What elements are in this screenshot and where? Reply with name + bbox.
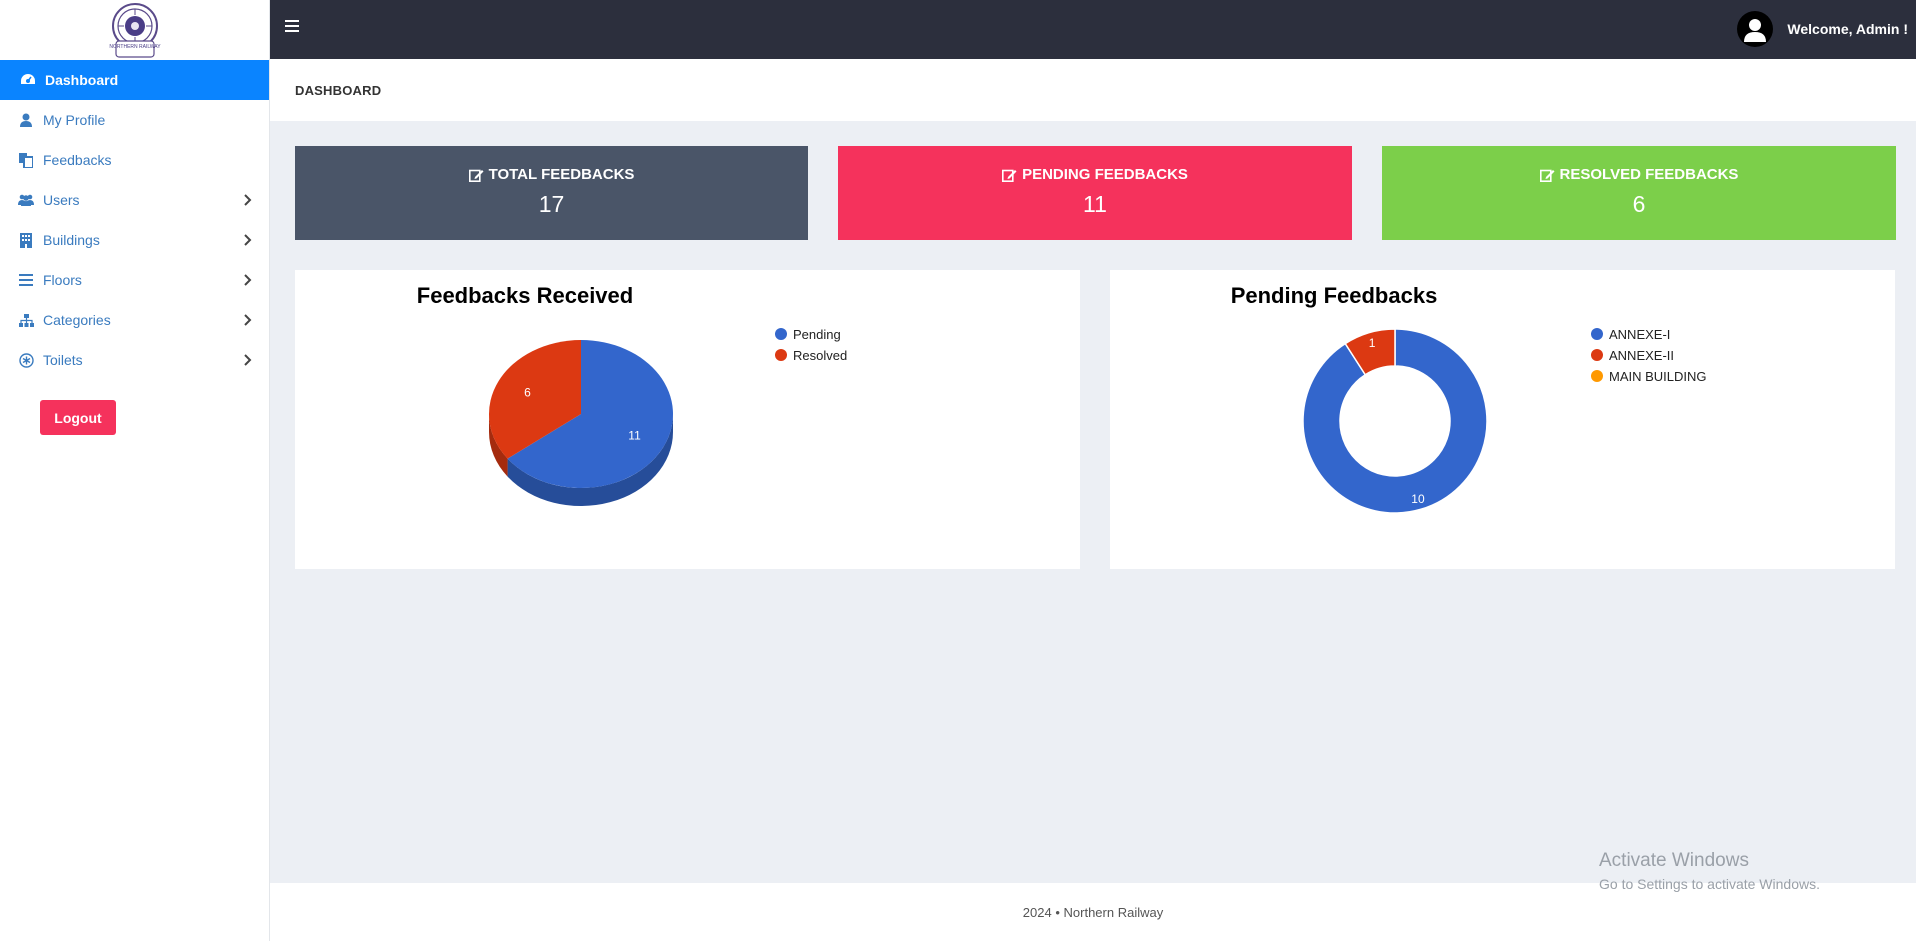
- pending-feedbacks-card[interactable]: PENDING FEEDBACKS 11: [838, 146, 1352, 240]
- sidebar-item-toilets[interactable]: Toilets: [0, 340, 269, 380]
- sidebar-item-feedbacks[interactable]: Feedbacks: [0, 140, 269, 180]
- users-icon: [18, 192, 34, 208]
- sidebar-item-categories[interactable]: Categories: [0, 300, 269, 340]
- pie-slice-resolved[interactable]: [489, 340, 581, 459]
- footer-text: 2024 • Northern Railway: [270, 905, 1916, 920]
- logo[interactable]: NORTHERN RAILWAY: [0, 0, 269, 60]
- edit-icon: [1539, 169, 1555, 182]
- sidebar-item-label: Buildings: [43, 232, 100, 248]
- donut-slice-label-annexe-ii: 1: [1369, 336, 1376, 350]
- chevron-right-icon: [244, 234, 252, 246]
- donut-slice-annexe-ii[interactable]: [1344, 328, 1396, 376]
- pie-side-resolved[interactable]: [489, 414, 508, 477]
- legend-marker-main-building: [1591, 370, 1603, 382]
- sidebar-item-label: Toilets: [43, 352, 83, 368]
- card-value: 17: [538, 191, 565, 217]
- asterisk-icon: [18, 352, 34, 368]
- user-icon: [18, 112, 34, 128]
- sidebar-item-buildings[interactable]: Buildings: [0, 220, 269, 260]
- page-title: DASHBOARD: [295, 83, 382, 98]
- pie-slice-label-pending: 11: [628, 428, 641, 442]
- windows-activation-watermark: Activate Windows Go to Settings to activ…: [1599, 850, 1820, 892]
- watermark-line1: Activate Windows: [1599, 850, 1749, 871]
- sidebar-item-dashboard[interactable]: Dashboard: [0, 60, 269, 100]
- welcome-text: Welcome, Admin !: [1787, 21, 1908, 37]
- sidebar-item-my-profile[interactable]: My Profile: [0, 100, 269, 140]
- pie-slice-label-resolved: 6: [524, 386, 531, 400]
- chart-title: Pending Feedbacks: [1231, 283, 1438, 308]
- card-label: RESOLVED FEEDBACKS: [1559, 166, 1739, 183]
- watermark-line2: Go to Settings to activate Windows.: [1599, 876, 1820, 892]
- feedbacks-received-panel: Feedbacks Received 11 6 Pending Resolved: [295, 270, 1080, 569]
- user-menu[interactable]: Welcome, Admin !: [1737, 11, 1908, 47]
- chevron-right-icon: [244, 194, 252, 206]
- footer-org: Northern Railway: [1063, 905, 1164, 920]
- feedbacks-received-chart: Feedbacks Received 11 6 Pending Resolved: [417, 283, 847, 506]
- edit-icon: [1002, 169, 1017, 182]
- sidebar-item-users[interactable]: Users: [0, 180, 269, 220]
- building-icon: [18, 232, 34, 248]
- avatar[interactable]: [1737, 11, 1774, 47]
- hamburger-menu-icon[interactable]: [285, 20, 299, 32]
- legend-marker-resolved: [775, 349, 787, 361]
- resolved-feedbacks-card[interactable]: RESOLVED FEEDBACKS 6: [1382, 146, 1896, 240]
- sidebar: NORTHERN RAILWAY Dashboard My Profile Fe…: [0, 0, 270, 941]
- donut-slice-annexe-i[interactable]: [1302, 328, 1488, 514]
- sidebar-item-label: My Profile: [43, 112, 106, 128]
- legend-label-resolved: Resolved: [793, 348, 847, 363]
- legend-marker-pending: [775, 328, 787, 340]
- legend-label-pending: Pending: [793, 327, 841, 342]
- top-header: Welcome, Admin !: [270, 0, 1916, 59]
- donut-slice-label-annexe-i: 10: [1411, 492, 1425, 506]
- legend-marker-annexe-i: [1591, 328, 1603, 340]
- bars-icon: [18, 272, 34, 288]
- logout-button[interactable]: Logout: [40, 400, 116, 435]
- legend-label-main-building: MAIN BUILDING: [1609, 369, 1707, 384]
- pie-side-pending[interactable]: [507, 414, 673, 506]
- footer-separator: •: [1055, 905, 1060, 920]
- legend-label-annexe-i: ANNEXE-I: [1609, 327, 1670, 342]
- pending-feedbacks-panel: Pending Feedbacks 10 1 ANNEXE-I ANNEXE-II MAI…: [1110, 270, 1895, 569]
- footer: 2024 • Northern Railway: [270, 883, 1916, 941]
- page-title-bar: DASHBOARD: [270, 59, 1916, 121]
- chevron-right-icon: [244, 314, 252, 326]
- sidebar-item-label: Users: [43, 192, 80, 208]
- chevron-right-icon: [244, 274, 252, 286]
- copy-icon: [18, 152, 34, 168]
- legend-label-annexe-ii: ANNEXE-II: [1609, 348, 1674, 363]
- sitemap-icon: [18, 312, 34, 328]
- footer-year: 2024: [1022, 905, 1052, 920]
- edit-icon: [468, 169, 484, 182]
- pending-feedbacks-chart: Pending Feedbacks 10 1 ANNEXE-I ANNEXE-II MAI…: [1231, 283, 1707, 514]
- total-feedbacks-card[interactable]: TOTAL FEEDBACKS 17: [295, 146, 808, 240]
- dashboard-icon: [20, 72, 36, 88]
- chart-title: Feedbacks Received: [417, 283, 633, 308]
- sidebar-item-label: Dashboard: [45, 72, 119, 88]
- sidebar-item-floors[interactable]: Floors: [0, 260, 269, 300]
- card-value: 6: [1632, 191, 1646, 217]
- logo-text-line1: NORTHERN RAILWAY: [109, 44, 161, 50]
- legend-marker-annexe-ii: [1591, 349, 1603, 361]
- sidebar-item-label: Categories: [43, 312, 111, 328]
- sidebar-item-label: Feedbacks: [43, 152, 112, 168]
- sidebar-item-label: Floors: [43, 272, 82, 288]
- card-value: 11: [1083, 191, 1107, 217]
- chevron-right-icon: [244, 354, 252, 366]
- card-label: PENDING FEEDBACKS: [1022, 166, 1188, 183]
- pie-slice-pending[interactable]: [507, 340, 673, 488]
- card-label: TOTAL FEEDBACKS: [488, 166, 635, 183]
